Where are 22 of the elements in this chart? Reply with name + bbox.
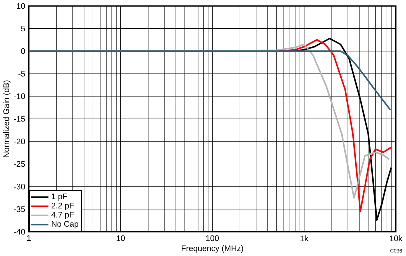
y-tick-label: 10	[17, 3, 26, 9]
x-tick-label: 10	[116, 235, 126, 242]
y-tick-label: 5	[21, 26, 26, 32]
y-tick-label: -25	[14, 161, 26, 167]
y-tick-label: -15	[14, 116, 26, 122]
y-tick-label: -10	[14, 94, 26, 100]
x-axis-title: Frequency (MHz)	[182, 245, 244, 253]
y-tick-label: 0	[21, 48, 26, 54]
x-tick-label: 10k	[390, 235, 403, 242]
y-tick-label: -5	[18, 70, 26, 77]
y-tick-label: -30	[14, 184, 26, 190]
y-tick-label: -40	[14, 228, 26, 235]
y-tick-label: -35	[14, 206, 26, 212]
y-axis-title: Normalized Gain (dB)	[3, 80, 11, 158]
legend-label: 2.2 pF	[52, 202, 74, 210]
x-tick-label: 1	[27, 235, 31, 241]
legend-label: 1 pF	[52, 194, 68, 201]
x-tick-label: 1k	[300, 235, 309, 242]
legend-label: No Cap	[52, 221, 79, 228]
x-tick-label: 100	[206, 235, 220, 242]
y-tick-label: -20	[14, 138, 26, 144]
legend-label: 4.7 pF	[52, 212, 74, 220]
